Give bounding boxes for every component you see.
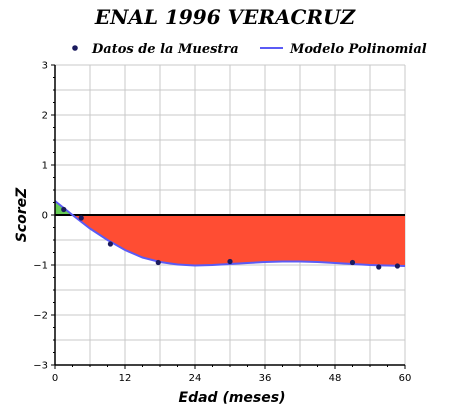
legend: Datos de la Muestra Modelo Polinomial	[72, 42, 427, 57]
data-point	[376, 264, 382, 270]
y-tick-label: 3	[42, 61, 48, 72]
x-tick-label: 0	[52, 373, 58, 384]
data-point	[107, 241, 114, 247]
data-point	[61, 206, 67, 213]
x-tick-label: 60	[399, 373, 412, 384]
data-point	[394, 263, 401, 269]
y-tick-label: 0	[42, 211, 48, 222]
y-axis-title: ScoreZ	[14, 187, 30, 242]
x-axis-title: Edad (meses)	[179, 390, 286, 406]
chart-title: ENAL 1996 VERACRUZ	[94, 5, 357, 29]
legend-label-line: Modelo Polinomial	[289, 42, 427, 57]
y-tick-label: −3	[33, 361, 48, 372]
x-tick-label: 48	[329, 373, 342, 384]
data-point	[155, 259, 161, 266]
area-below-zero	[72, 215, 405, 266]
x-tick-label: 12	[119, 373, 132, 384]
legend-label-scatter: Datos de la Muestra	[91, 42, 239, 57]
y-tick-label: 1	[42, 161, 48, 172]
x-tick-label: 24	[189, 373, 202, 384]
y-tick-label: −2	[33, 311, 48, 322]
y-tick-label: 2	[42, 111, 48, 122]
x-tick-label: 36	[259, 373, 272, 384]
y-tick-label: −1	[33, 261, 48, 272]
data-point	[349, 259, 356, 266]
data-point	[78, 215, 84, 221]
legend-marker-scatter	[72, 45, 78, 51]
data-point	[227, 258, 233, 265]
